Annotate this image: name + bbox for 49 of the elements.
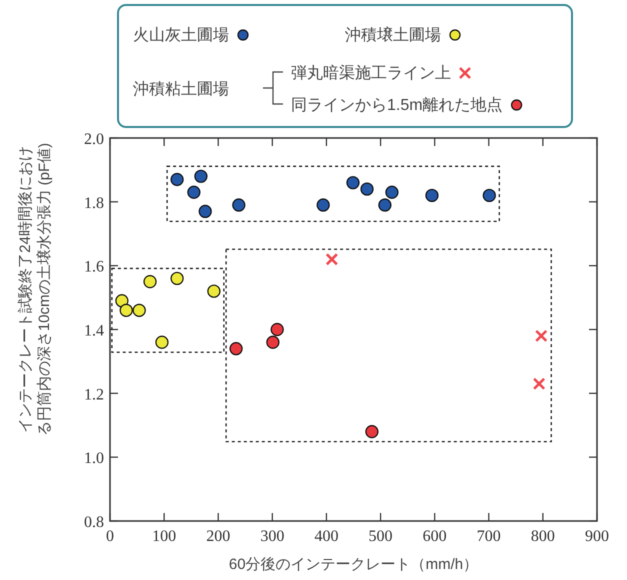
point [229,342,243,356]
point [385,186,399,199]
point [132,304,146,317]
x-tick-label: 200 [206,528,230,545]
x-tick-label: 900 [585,528,609,545]
x-axis-title: 60分後のインテークレート（mm/h） [228,556,478,573]
y-tick-label: 0.8 [84,514,104,531]
y-tick-label: 1.2 [84,386,104,404]
point [194,170,208,183]
point [266,336,280,349]
point [326,252,338,266]
point [482,188,496,202]
point [346,176,360,190]
y-tick-label: 1.8 [84,194,104,212]
point [534,330,548,342]
point [187,186,200,199]
x-tick-label: 300 [260,528,284,545]
x-tick-label: 700 [476,528,501,545]
point [378,198,392,212]
point [360,182,374,196]
point [198,204,212,218]
x-tick-label: 800 [530,528,555,545]
x-tick-label: 100 [152,528,176,545]
x-tick-label: 400 [314,528,338,545]
text: 沖積粘土圃場 [133,81,229,98]
point [143,275,157,288]
y-tick-label: 1.4 [84,322,104,340]
y-tick-label: 1.0 [84,450,104,468]
y-tick-label: 1.6 [84,258,104,276]
point [316,198,330,212]
point [365,425,378,438]
y-axis-title: インテークレート試験終了24時間後における円筒内の深さ10cmの土壌水分張力 (pF値) [17,142,53,436]
point [425,188,439,202]
point [232,198,246,212]
legend-label: 火山灰土圃場 [133,26,229,44]
legend-label: 弾丸暗渠施工ライン上 [291,64,451,82]
point [270,322,284,336]
point [207,284,220,298]
point [170,172,184,186]
x-tick-label: 600 [422,528,447,545]
y-tick-label: 2.0 [84,131,104,148]
x-tick-label: 500 [368,528,393,545]
point [120,304,133,317]
point [532,377,546,390]
legend-label: 同ラインから1.5m離れた地点 [291,96,503,114]
x-tick-label: 0 [106,528,114,545]
point [155,336,169,349]
legend-label: 沖積壌土圃場 [345,26,441,44]
point [170,272,184,286]
